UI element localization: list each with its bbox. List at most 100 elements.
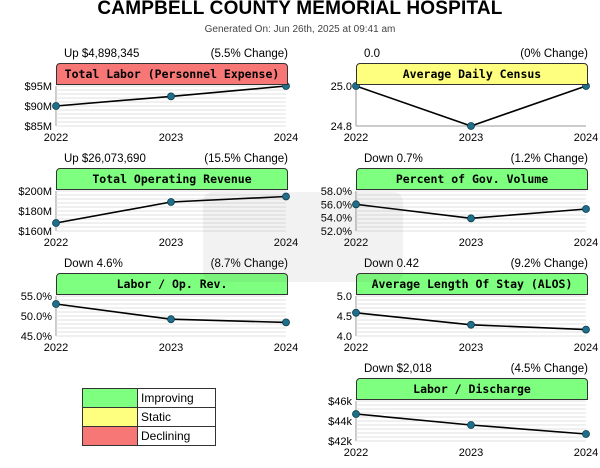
data-point [52, 102, 60, 110]
summary-change-percent: (1.2% Change) [510, 153, 588, 165]
x-tick-label: 2024 [574, 132, 598, 144]
generated-timestamp: Generated On: Jun 26th, 2025 at 09:41 am [204, 24, 396, 35]
y-tick-label: 54.0% [321, 213, 352, 225]
legend-label-static: Static [141, 410, 172, 424]
y-tick-label: $200M [18, 186, 52, 198]
x-tick-label: 2022 [344, 237, 368, 249]
legend-swatch-declining [83, 427, 138, 445]
panel-labor-discharge: $42k $44k $46k 2022 2023 2024 Down $2,018 (4.… [328, 363, 598, 468]
chart-gov-volume: 52.0%54.0% 56.0%58.0% 2022 2023 2024 [321, 186, 598, 249]
legend-swatch-static [83, 408, 138, 426]
summary-change-percent: (15.5% Change) [204, 153, 288, 165]
x-tick-label: 2024 [274, 132, 298, 144]
y-tick-label: 58.0% [321, 186, 352, 198]
x-tick-label: 2022 [344, 132, 368, 144]
y-tick-label: 4.5 [337, 311, 352, 323]
y-tick-label: 52.0% [321, 226, 352, 238]
chart-labor-op-rev: 45.0% 50.0% 55.0% 2022 2023 2024 [21, 291, 298, 354]
legend-row-declining: Declining [82, 427, 216, 446]
legend-label-improving: Improving [141, 391, 194, 405]
legend-label-declining: Declining [141, 429, 191, 443]
x-tick-label: 2024 [574, 237, 598, 249]
x-tick-label: 2022 [44, 342, 68, 354]
data-point [582, 205, 590, 213]
summary-change-amount: Down 0.42 [364, 258, 419, 270]
y-tick-label: 55.0% [21, 291, 52, 303]
y-tick-label: 4.0 [337, 331, 352, 343]
panel-operating-revenue: $160M $180M $200M 2022 2023 2024 Up $26,073,6… [18, 153, 298, 258]
panel-title-banner: Labor / Discharge [356, 378, 588, 400]
x-tick-label: 2022 [344, 342, 368, 354]
data-point [282, 192, 290, 201]
chart-labor-discharge: $42k $44k $46k 2022 2023 2024 [328, 396, 598, 459]
x-tick-label: 2022 [44, 237, 68, 249]
y-tick-label: 56.0% [321, 199, 352, 211]
x-tick-label: 2022 [344, 447, 368, 459]
y-tick-label: $95M [24, 81, 52, 93]
watermark-logo [203, 192, 403, 282]
data-point [467, 320, 475, 329]
x-tick-label: 2023 [159, 132, 183, 144]
summary-change-amount: 0.0 [364, 48, 380, 60]
summary-change-amount: Up $26,073,690 [64, 153, 146, 165]
x-tick-label: 2024 [274, 237, 298, 249]
summary-change-percent: (9.2% Change) [510, 258, 588, 270]
data-point [282, 318, 290, 327]
x-tick-label: 2023 [159, 342, 183, 354]
y-tick-label: 24.8 [331, 121, 352, 133]
data-point [167, 92, 175, 101]
chart-average-daily-census: 24.8 25.0 2022 2023 2024 [331, 81, 599, 144]
chart-alos: 4.0 4.5 5.0 2022 2023 2024 [337, 291, 599, 354]
chart-operating-revenue: $160M $180M $200M 2022 2023 2024 [18, 186, 298, 249]
data-point [467, 122, 475, 130]
summary-change-amount: Down 0.7% [364, 153, 423, 165]
y-tick-label: 25.0 [331, 81, 352, 93]
summary-change-percent: (5.5% Change) [210, 48, 288, 60]
data-point [582, 430, 590, 438]
summary-change-amount: Up $4,898,345 [64, 48, 140, 60]
y-tick-label: 50.0% [21, 311, 52, 323]
legend-row-static: Static [82, 408, 216, 427]
data-point [582, 325, 590, 334]
data-point [167, 315, 175, 324]
y-tick-label: $160M [18, 226, 52, 238]
legend-row-improving: Improving [82, 388, 216, 408]
y-tick-label: $42k [328, 436, 352, 448]
x-tick-label: 2023 [459, 342, 483, 354]
x-tick-label: 2023 [459, 132, 483, 144]
x-tick-label: 2023 [459, 237, 483, 249]
y-tick-label: 5.0 [337, 291, 352, 303]
data-point [467, 214, 475, 223]
data-point [352, 410, 360, 418]
data-point [52, 219, 60, 227]
data-point [467, 421, 475, 429]
data-point [52, 300, 60, 308]
x-tick-label: 2024 [274, 342, 298, 354]
y-tick-label: $44k [328, 416, 352, 428]
panel-title-banner: Average Length Of Stay (ALOS) [356, 273, 588, 295]
panel-average-daily-census: 24.8 25.0 2022 2023 2024 0.0 (0% Change) Ave… [331, 48, 599, 153]
x-tick-label: 2023 [159, 237, 183, 249]
summary-change-percent: (0% Change) [520, 48, 588, 60]
y-tick-label: 45.0% [21, 331, 52, 343]
page-title: CAMPBELL COUNTY MEMORIAL HOSPITAL [97, 0, 503, 19]
summary-change-amount: Down $2,018 [364, 363, 432, 375]
data-point [167, 198, 175, 206]
y-tick-label: $46k [328, 396, 352, 408]
summary-change-amount: Down 4.6% [64, 258, 123, 270]
y-tick-label: $90M [24, 101, 52, 113]
chart-total-labor: $85M $90M $95M 2022 2023 2024 [24, 81, 298, 144]
summary-change-percent: (8.7% Change) [211, 258, 288, 270]
series-line [355, 85, 587, 127]
panel-total-labor: $85M $90M $95M 2022 2023 2024 Up $4,898,345 (… [24, 48, 298, 153]
y-tick-label: $85M [24, 121, 52, 133]
x-tick-label: 2024 [574, 342, 598, 354]
data-point [352, 308, 360, 317]
x-tick-label: 2023 [459, 447, 483, 459]
x-tick-label: 2022 [44, 132, 68, 144]
data-point [352, 200, 360, 209]
panel-title-banner: Average Daily Census [356, 63, 588, 85]
y-tick-label: $180M [18, 206, 52, 218]
panel-title-banner: Total Labor (Personnel Expense) [56, 63, 288, 85]
legend-swatch-improving [83, 389, 138, 407]
